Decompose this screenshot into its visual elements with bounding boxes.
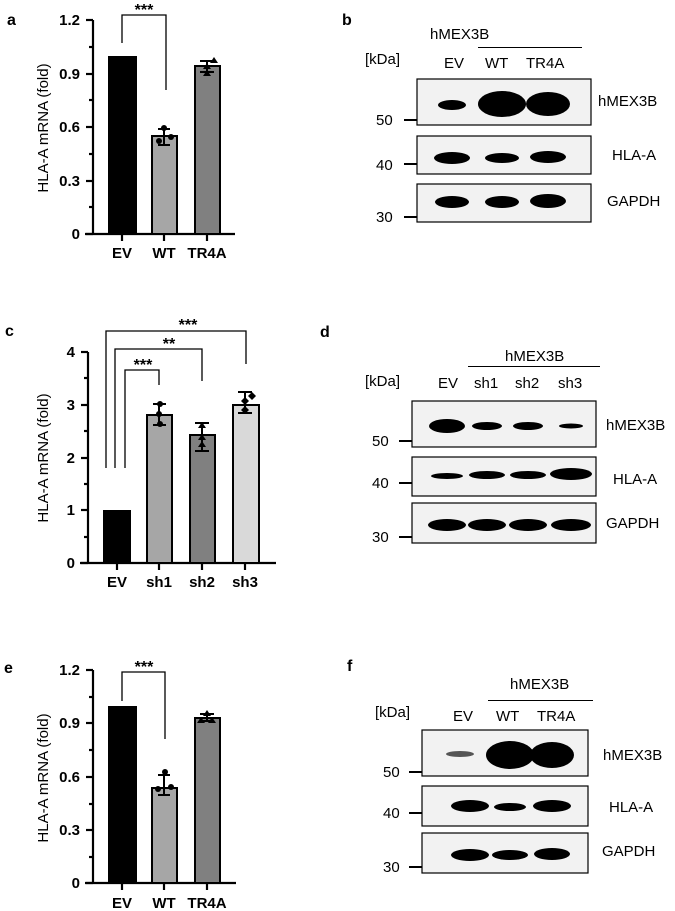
kda-label: [kDa]	[365, 373, 401, 390]
group-line	[468, 366, 600, 367]
y-tick: 0	[72, 875, 80, 892]
panel-label-f: f	[347, 658, 353, 675]
kda-label: [kDa]	[365, 51, 401, 68]
panel-label-e: e	[4, 660, 13, 677]
mw-marker: 40	[383, 805, 400, 822]
x-tick: EV	[112, 245, 132, 262]
x-tick: WT	[152, 895, 175, 911]
y-tick: 0.6	[59, 769, 80, 786]
y-tick: 0.6	[59, 119, 80, 136]
significance-bracket	[121, 14, 167, 90]
lane-label: WT	[496, 708, 520, 725]
band-label: HLA-A	[612, 147, 657, 164]
band-label: HLA-A	[609, 799, 654, 816]
y-tick: 0.3	[59, 173, 80, 190]
western-blot-b: hMEX3B [kDa] EV WT TR4A 50 40 30 hMEX3B …	[360, 0, 675, 250]
group-label: hMEX3B	[430, 26, 490, 43]
lane-label: sh1	[474, 375, 499, 392]
western-blot-d: hMEX3B [kDa] EV sh1 sh2 sh3 50 40 30 hME…	[310, 300, 675, 570]
x-tick: TR4A	[187, 895, 226, 911]
western-blot-f: hMEX3B [kDa] EV WT TR4A 50 40 30 hMEX3B …	[360, 630, 675, 890]
panel-label-b: b	[342, 12, 352, 29]
y-tick: 1.2	[59, 12, 80, 29]
band-label: GAPDH	[607, 193, 661, 210]
y-tick: 0.9	[59, 66, 80, 83]
panel-label-a: a	[7, 12, 16, 29]
band-label: hMEX3B	[598, 93, 658, 110]
panel-label-d: d	[320, 324, 330, 341]
lane-label: TR4A	[526, 55, 565, 72]
group-line	[488, 700, 593, 701]
x-tick: sh1	[146, 574, 172, 590]
mw-marker: 40	[372, 475, 389, 492]
x-tick: EV	[112, 895, 132, 911]
x-tick: WT	[152, 245, 175, 262]
y-tick: 0.9	[59, 715, 80, 732]
mw-marker: 30	[372, 529, 389, 546]
y-tick: 0	[67, 555, 75, 572]
lane-label: EV	[453, 708, 474, 725]
significance-stars: ***	[134, 357, 153, 374]
mw-marker: 30	[376, 209, 393, 226]
bar-chart-a: HLA-A mRNA (fold) 1.2 0.9 0.6 0.3 0 *** …	[35, 2, 235, 262]
significance-stars: ***	[135, 2, 154, 19]
mw-marker: 30	[383, 859, 400, 876]
band-label: hMEX3B	[603, 747, 663, 764]
group-line	[478, 47, 582, 48]
kda-label: [kDa]	[375, 704, 411, 721]
lane-label: WT	[485, 55, 509, 72]
lane-label: sh3	[558, 375, 583, 392]
lane-label: EV	[444, 55, 465, 72]
y-tick: 1.2	[59, 662, 80, 679]
lane-label: TR4A	[537, 708, 576, 725]
band-label: GAPDH	[606, 515, 660, 532]
data-points	[156, 57, 218, 144]
x-tick: sh3	[232, 574, 258, 590]
bar-chart-e: HLA-A mRNA (fold) 1.2 0.9 0.6 0.3 0 *** …	[35, 659, 236, 911]
bars	[108, 56, 221, 235]
y-tick: 4	[67, 344, 76, 361]
mw-marker: 40	[376, 157, 393, 174]
band-label: GAPDH	[602, 843, 656, 860]
band-label: hMEX3B	[606, 417, 666, 434]
band-label: HLA-A	[613, 471, 658, 488]
group-label: hMEX3B	[505, 348, 565, 365]
lane-label: EV	[438, 375, 459, 392]
y-tick: 3	[67, 397, 75, 414]
y-tick: 2	[67, 450, 75, 467]
mw-marker: 50	[372, 433, 389, 450]
x-tick: EV	[107, 574, 127, 590]
significance-stars: ***	[135, 659, 154, 676]
y-tick: 1	[67, 502, 75, 519]
y-axis-label: HLA-A mRNA (fold)	[35, 713, 52, 842]
x-tick: sh2	[189, 574, 215, 590]
y-axis-label: HLA-A mRNA (fold)	[35, 393, 52, 522]
significance-stars: ***	[179, 317, 198, 334]
panel-label-c: c	[5, 323, 14, 340]
lane-label: sh2	[515, 375, 540, 392]
mw-marker: 50	[376, 112, 393, 129]
y-tick: 0.3	[59, 822, 80, 839]
group-label: hMEX3B	[510, 676, 570, 693]
significance-stars: **	[163, 336, 176, 353]
y-axis-label: HLA-A mRNA (fold)	[35, 63, 52, 192]
mw-marker: 50	[383, 764, 400, 781]
x-tick: TR4A	[187, 245, 226, 262]
bar-chart-c: HLA-A mRNA (fold) 4 3 2 1 0	[35, 317, 276, 590]
y-tick: 0	[72, 226, 80, 243]
